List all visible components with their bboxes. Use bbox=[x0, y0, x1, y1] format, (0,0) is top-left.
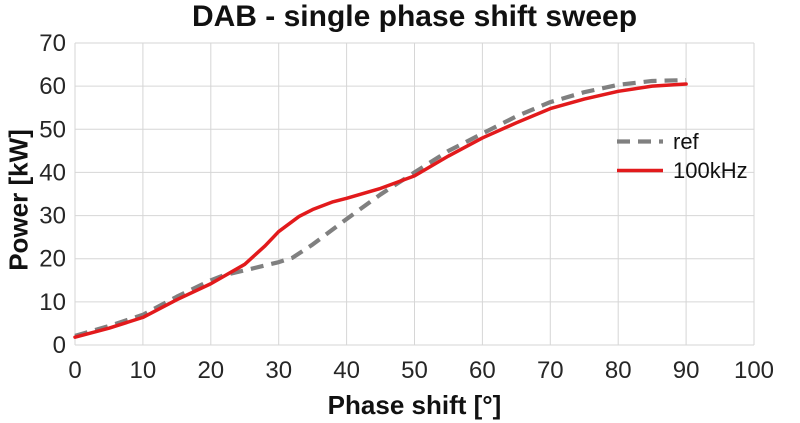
legend-item-100khz: 100kHz bbox=[616, 156, 748, 185]
legend-line-100khz-icon bbox=[617, 168, 663, 173]
x-tick-label: 90 bbox=[673, 357, 700, 384]
y-tick-label: 20 bbox=[39, 246, 66, 273]
x-tick-label: 0 bbox=[68, 357, 81, 384]
x-tick-label: 20 bbox=[197, 357, 224, 384]
x-tick-label: 70 bbox=[537, 357, 564, 384]
legend-item-ref: ref bbox=[616, 127, 748, 156]
x-tick-label: 40 bbox=[333, 357, 360, 384]
y-tick-label: 60 bbox=[39, 73, 66, 100]
y-tick-label: 10 bbox=[39, 289, 66, 316]
x-tick-label: 80 bbox=[605, 357, 632, 384]
legend-label-100khz: 100kHz bbox=[673, 157, 748, 183]
x-tick-label: 100 bbox=[734, 357, 774, 384]
y-axis-label: Power [kW] bbox=[3, 129, 34, 271]
legend-line-ref-icon bbox=[617, 139, 663, 144]
legend-label-ref: ref bbox=[673, 128, 699, 154]
legend: ref 100kHz bbox=[616, 127, 748, 185]
y-tick-label: 50 bbox=[39, 116, 66, 143]
y-tick-label: 0 bbox=[53, 332, 66, 359]
series-line-100kHz bbox=[73, 82, 688, 339]
series-line-ref bbox=[74, 78, 687, 338]
x-tick-label: 50 bbox=[401, 357, 428, 384]
y-tick-label: 40 bbox=[39, 159, 66, 186]
x-tick-label: 30 bbox=[265, 357, 292, 384]
chart-title: DAB - single phase shift sweep bbox=[191, 0, 638, 33]
x-tick-label: 60 bbox=[469, 357, 496, 384]
y-tick-label: 70 bbox=[39, 30, 66, 57]
x-axis-label: Phase shift [°] bbox=[327, 390, 502, 420]
y-tick-label: 30 bbox=[39, 203, 66, 230]
x-tick-label: 10 bbox=[130, 357, 157, 384]
